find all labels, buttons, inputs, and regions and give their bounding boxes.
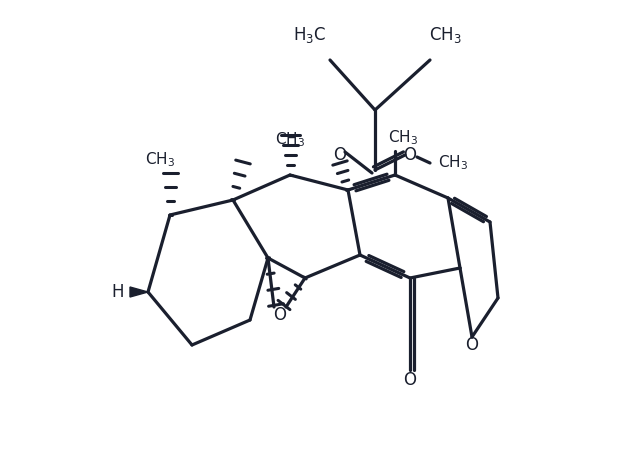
Text: CH$_3$: CH$_3$ (388, 129, 418, 148)
Text: O: O (273, 306, 287, 324)
Text: H: H (112, 283, 124, 301)
Text: H$_3$C: H$_3$C (293, 25, 326, 45)
Polygon shape (130, 287, 148, 297)
Text: CH$_3$: CH$_3$ (145, 151, 175, 169)
Text: CH$_3$: CH$_3$ (429, 25, 461, 45)
Text: O: O (333, 146, 346, 164)
Text: CH$_3$: CH$_3$ (275, 131, 305, 149)
Text: O: O (403, 371, 417, 389)
Text: O: O (465, 336, 479, 354)
Text: CH$_3$: CH$_3$ (438, 154, 468, 172)
Text: O: O (403, 146, 417, 164)
